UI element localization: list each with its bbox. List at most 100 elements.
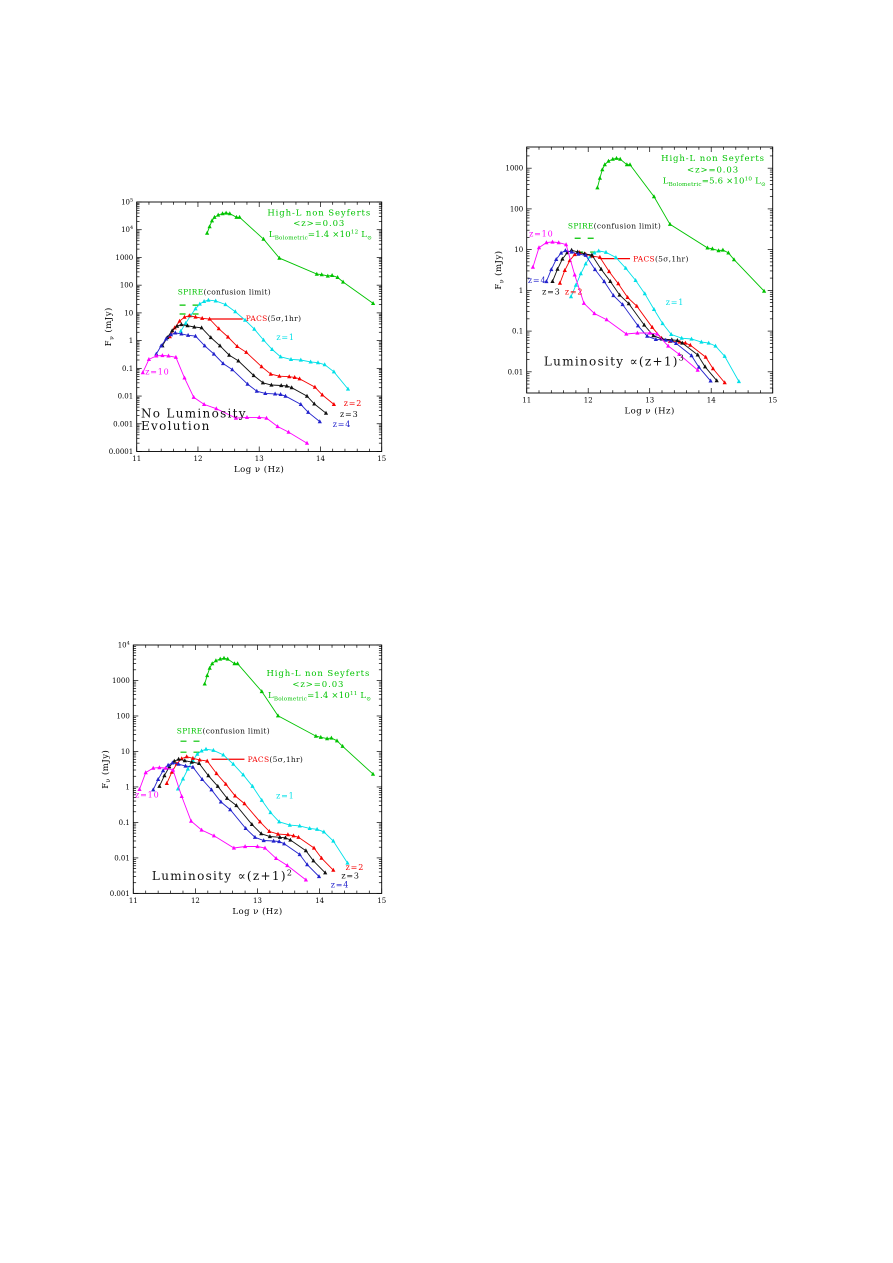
y-tick-label: 0.1 bbox=[119, 819, 130, 827]
series-markers bbox=[137, 765, 308, 882]
y-tick-label: 0.001 bbox=[110, 890, 130, 898]
annotation-label-z10: z=10 bbox=[145, 367, 169, 376]
series-z1 bbox=[175, 746, 350, 865]
annotation-spire-label: SPIRE(confusion limit) bbox=[568, 221, 661, 230]
annotation-label-z10: z=10 bbox=[135, 791, 159, 800]
series-line bbox=[139, 767, 307, 881]
series-z3 bbox=[157, 756, 328, 875]
y-tick-label: 1 bbox=[519, 287, 523, 295]
annotation-label-z2: z=2 bbox=[346, 863, 364, 872]
x-tick-label: 15 bbox=[768, 397, 777, 405]
annotation-label-z1: z=1 bbox=[276, 333, 294, 342]
axes-ticks bbox=[136, 201, 383, 452]
annotation-label-z2: z=2 bbox=[344, 399, 362, 408]
series-high-L-non-seyferts bbox=[205, 210, 376, 305]
y-tick-label: 10 bbox=[121, 748, 130, 756]
annotation-title-line-3: LBolometric=5.6 ×1010 L⊙ bbox=[663, 176, 766, 188]
x-tick-label: 12 bbox=[191, 897, 200, 905]
series-z2 bbox=[167, 313, 336, 406]
y-tick-label: 1000 bbox=[505, 165, 523, 173]
annotation-pacs-label: PACS(5σ,1hr) bbox=[633, 254, 689, 263]
x-tick-label: 15 bbox=[377, 455, 386, 463]
series-z2 bbox=[164, 754, 336, 872]
y-tick-label: 0.1 bbox=[122, 365, 133, 373]
y-tick-label: 100 bbox=[510, 205, 523, 213]
y-tick-label: 1000 bbox=[112, 677, 130, 685]
annotation-label-z4: z=4 bbox=[331, 881, 349, 890]
x-tick-label: 11 bbox=[132, 455, 141, 463]
series-z4 bbox=[544, 248, 713, 383]
annotation-label-z4: z=4 bbox=[333, 420, 351, 429]
series-line bbox=[152, 762, 320, 877]
series-high-L-non-seyferts bbox=[595, 155, 767, 293]
y-tick-label: 1 bbox=[129, 337, 133, 345]
series-markers bbox=[164, 754, 336, 872]
series-line bbox=[570, 250, 740, 382]
series-z3 bbox=[160, 322, 329, 415]
y-tick-label: 100 bbox=[120, 282, 133, 290]
series-line bbox=[166, 756, 334, 871]
y-axis-label: Fν (mJy) bbox=[103, 307, 115, 346]
series-line bbox=[180, 299, 349, 390]
x-tick-label: 13 bbox=[645, 397, 654, 405]
annotation-label-z1: z=1 bbox=[666, 298, 684, 307]
annotation-pacs-label: PACS(5σ,1hr) bbox=[246, 314, 302, 323]
annotation-title-line-3: LBolometric=1.4 ×1012 L⊙ bbox=[269, 230, 372, 242]
annotation-title-line-2: <z>=0.03 bbox=[687, 165, 739, 175]
x-tick-label: 11 bbox=[522, 397, 531, 405]
x-tick-label: 14 bbox=[707, 397, 716, 405]
series-z3 bbox=[550, 247, 719, 383]
series-markers bbox=[151, 760, 322, 879]
series-line bbox=[169, 315, 335, 405]
y-tick-label: 10 bbox=[124, 309, 133, 317]
series-z1 bbox=[178, 297, 351, 391]
sed-plot-z+1-cubed: 11 12 13 14 15 1000 100 10 1 0.1 0.01 Log ν (Hz) Fν … bbox=[493, 146, 777, 417]
annotation-title-line-2: <z>=0.03 bbox=[292, 680, 344, 690]
x-tick-label: 15 bbox=[377, 897, 386, 905]
y-tick-label: 100 bbox=[116, 712, 129, 720]
axes-ticks bbox=[526, 147, 774, 393]
x-axis-label: Log ν (Hz) bbox=[234, 464, 284, 475]
series-z10 bbox=[530, 239, 700, 372]
y-tick-label: 0.01 bbox=[118, 393, 134, 401]
x-tick-label: 14 bbox=[316, 455, 325, 463]
x-tick-label: 14 bbox=[315, 897, 324, 905]
series-line bbox=[162, 324, 327, 414]
annotation-statement-line-1: No Luminosity bbox=[141, 407, 247, 421]
annotation-title-line-1: High-L non Seyferts bbox=[661, 154, 765, 164]
annotation-statement-line-2: Evolution bbox=[141, 419, 211, 433]
y-tick-label: 0.001 bbox=[113, 420, 133, 428]
annotation-label-z10: z=10 bbox=[529, 230, 553, 239]
annotation-label-z3: z=3 bbox=[341, 871, 359, 880]
series-markers bbox=[160, 322, 329, 415]
annotation-label-z2: z=2 bbox=[565, 287, 583, 296]
y-tick-label: 0.0001 bbox=[109, 448, 134, 456]
series-z10 bbox=[137, 765, 308, 882]
x-tick-label: 12 bbox=[584, 397, 593, 405]
sed-plot-z+1-squared: 11 12 13 14 15 104 1000 100 10 1 0.1 0.01 0.001 Log ν… bbox=[100, 641, 386, 917]
y-tick-label: 0.01 bbox=[508, 368, 524, 376]
series-z10 bbox=[140, 353, 310, 445]
x-tick-label: 13 bbox=[253, 897, 262, 905]
y-tick-label: 10 bbox=[514, 246, 523, 254]
annotation-label-z1: z=1 bbox=[276, 791, 294, 800]
y-tick-label: 1000 bbox=[115, 254, 133, 262]
x-tick-label: 13 bbox=[255, 455, 264, 463]
annotation-title-line-1: High-L non Seyferts bbox=[267, 208, 371, 218]
series-z4 bbox=[151, 760, 322, 879]
annotation-title-line-1: High-L non Seyferts bbox=[266, 669, 370, 679]
annotation-spire-label: SPIRE(confusion limit) bbox=[177, 727, 270, 736]
x-tick-label: 11 bbox=[129, 897, 138, 905]
annotation-statement-line-1: Luminosity ∝(z+1)3 bbox=[544, 354, 685, 369]
annotation-label-z3: z=3 bbox=[340, 410, 358, 419]
annotation-title-line-3: LBolometric=1.4 ×1011 L⊙ bbox=[268, 691, 371, 703]
annotation-label-z3: z=3 bbox=[542, 287, 560, 296]
annotation-label-z4: z=4 bbox=[528, 276, 546, 285]
x-axis-label: Log ν (Hz) bbox=[232, 906, 282, 917]
y-tick-label: 1 bbox=[125, 783, 129, 791]
y-axis-label: Fν (mJy) bbox=[493, 250, 505, 289]
series-line bbox=[177, 748, 348, 864]
axes-ticks bbox=[132, 644, 383, 894]
y-tick-label: 0.1 bbox=[512, 328, 523, 336]
